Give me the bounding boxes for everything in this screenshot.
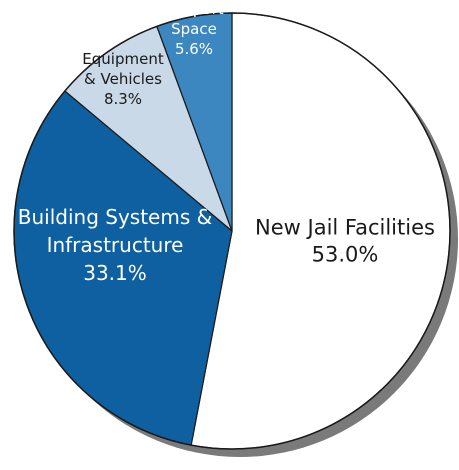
pie-category-label-3-line-2: & Vehicles [84, 70, 162, 88]
pie-outline [13, 12, 451, 450]
pie-category-label-4-line-1: Support [164, 0, 223, 18]
pie-slices-layer [13, 12, 451, 450]
pie-value-label-2: 33.1% [83, 261, 147, 285]
pie-category-label-4-line-2: Space [171, 20, 217, 38]
pie-category-label-3-line-1: Equipment [82, 50, 164, 68]
pie-label-3: Equipment & Vehicles 8.3% [82, 50, 164, 108]
pie-labels-layer: New Jail Facilities 53.0% Building Systems… [18, 0, 435, 285]
pie-value-label-3: 8.3% [104, 90, 142, 108]
pie-category-label-2-line-1: Building Systems & [18, 205, 212, 229]
pie-category-label-2-line-2: Infrastructure [47, 233, 184, 257]
pie-label-1: New Jail Facilities 53.0% [255, 216, 435, 267]
pie-category-label-1-line-1: New Jail Facilities [255, 216, 435, 240]
pie-label-4: Support Space 5.6% [164, 0, 223, 58]
pie-value-label-1: 53.0% [312, 243, 379, 267]
pie-label-2: Building Systems & Infrastructure 33.1% [18, 205, 212, 285]
pie-value-label-4: 5.6% [175, 40, 213, 58]
